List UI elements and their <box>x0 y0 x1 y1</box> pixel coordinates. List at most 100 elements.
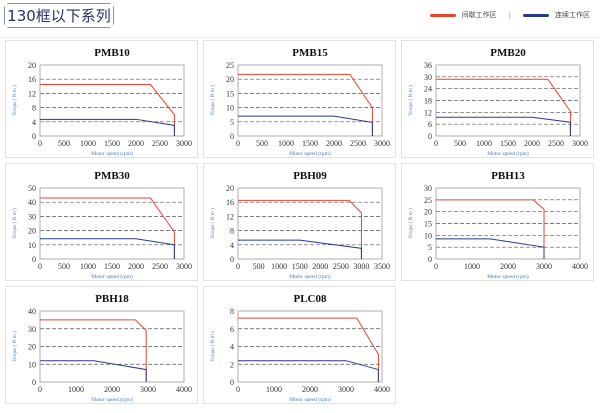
chart-card-plc08: PLC08 0 2 4 6 8 0 1000 2000 3000 4000 Motor speed (… <box>203 286 396 404</box>
y-axis-label: Torque ( N·m ) <box>409 85 414 116</box>
y-tick-label: 4 <box>230 241 234 250</box>
x-tick-label: 3000 <box>374 139 390 148</box>
y-tick-label: 0 <box>230 378 234 387</box>
series-continuous <box>40 360 147 382</box>
y-axis-label: Torque ( N·m ) <box>13 208 18 239</box>
page-title: 130框以下系列 <box>4 3 114 28</box>
y-tick-label: 10 <box>424 231 432 240</box>
y-tick-label: 18 <box>424 97 432 106</box>
series-intermittent <box>436 78 571 136</box>
y-tick-label: 5 <box>428 243 432 252</box>
y-tick-label: 20 <box>226 184 234 193</box>
chart-title: PMB15 <box>292 47 328 59</box>
chart-svg: PMB10 0 4 8 12 16 20 0 500 1000 1500 2000 2500 3000 Mo… <box>13 47 192 157</box>
x-tick-label: 4000 <box>176 385 192 394</box>
y-tick-label: 0 <box>32 132 36 141</box>
plot-frame <box>435 64 581 137</box>
plot-frame <box>435 187 581 260</box>
y-tick-label: 0 <box>428 132 432 141</box>
x-tick-label: 1000 <box>80 139 96 148</box>
x-axis-label: Motor speed (rpm) <box>289 396 331 403</box>
y-tick-label: 16 <box>226 198 234 207</box>
legend-separator: | <box>508 11 511 19</box>
series-intermittent <box>238 73 373 136</box>
x-tick-label: 2500 <box>333 262 349 271</box>
y-tick-label: 40 <box>28 307 36 316</box>
y-tick-label: 30 <box>28 325 36 334</box>
x-tick-label: 1000 <box>80 262 96 271</box>
y-tick-label: 20 <box>424 208 432 217</box>
y-tick-label: 12 <box>28 89 36 98</box>
y-axis-label: Torque ( N·m ) <box>409 208 414 239</box>
chart-card-pbh09: PBH09 0 4 8 12 16 20 0 500 1000 1500 2000 2500 3000 35… <box>203 163 396 281</box>
y-axis-label: Torque ( N·m ) <box>211 85 216 116</box>
chart-card-pmb30: PMB30 0 10 20 30 40 50 0 500 1000 1500 2000 2500 3000… <box>5 163 198 281</box>
series-intermittent <box>40 84 175 136</box>
x-tick-label: 0 <box>236 385 240 394</box>
plot-frame <box>39 64 185 137</box>
y-tick-label: 20 <box>28 61 36 70</box>
x-tick-label: 2000 <box>302 385 318 394</box>
chart-card-pmb15: PMB15 0 5 10 15 20 25 0 500 1000 1500 2000 2500 3000 M… <box>203 40 396 158</box>
legend-label-intermittent: 间歇工作区 <box>461 11 497 19</box>
series-intermittent <box>40 197 175 259</box>
y-axis-label: Torque ( N·m ) <box>211 331 216 362</box>
series-continuous <box>238 239 362 259</box>
header-divider <box>0 37 600 38</box>
y-tick-label: 4 <box>32 118 36 127</box>
chart-title: PMB10 <box>94 47 130 59</box>
y-axis-label: Torque ( N·m ) <box>13 85 18 116</box>
x-tick-label: 3000 <box>536 262 552 271</box>
x-tick-label: 500 <box>256 139 268 148</box>
series-continuous <box>436 238 545 259</box>
x-axis-label: Motor speed (rpm) <box>289 273 331 280</box>
x-axis-label: Motor speed (rpm) <box>91 273 133 280</box>
x-tick-label: 3500 <box>374 262 390 271</box>
x-tick-label: 2000 <box>104 385 120 394</box>
y-tick-label: 8 <box>32 104 36 113</box>
x-tick-label: 2500 <box>152 262 168 271</box>
chart-svg: PBH13 0 5 10 15 20 25 30 0 1000 2000 3000 4000 Motor … <box>409 170 588 280</box>
series-intermittent <box>238 317 379 382</box>
y-tick-label: 2 <box>230 360 234 369</box>
series-continuous <box>436 116 571 136</box>
y-tick-label: 25 <box>226 61 234 70</box>
x-tick-label: 0 <box>38 139 42 148</box>
y-tick-label: 10 <box>28 241 36 250</box>
x-tick-label: 1000 <box>476 139 492 148</box>
x-axis-label: Motor speed (rpm) <box>289 150 331 157</box>
y-tick-label: 24 <box>424 85 432 94</box>
chart-title: PBH18 <box>95 293 129 305</box>
x-tick-label: 1000 <box>271 262 287 271</box>
x-axis-label: Motor speed (rpm) <box>91 396 133 403</box>
chart-svg: PMB15 0 5 10 15 20 25 0 500 1000 1500 2000 2500 3000 M… <box>211 47 390 157</box>
y-tick-label: 25 <box>424 196 432 205</box>
x-axis-label: Motor speed (rpm) <box>91 150 133 157</box>
y-tick-label: 12 <box>424 108 432 117</box>
y-tick-label: 0 <box>32 255 36 264</box>
y-tick-label: 15 <box>424 220 432 229</box>
x-tick-label: 3000 <box>176 139 192 148</box>
x-tick-label: 2500 <box>350 139 366 148</box>
chart-card-pmb10: PMB10 0 4 8 12 16 20 0 500 1000 1500 2000 2500 3000 Mo… <box>5 40 198 158</box>
y-tick-label: 8 <box>230 307 234 316</box>
y-tick-label: 30 <box>424 184 432 193</box>
x-tick-label: 3000 <box>176 262 192 271</box>
x-tick-label: 0 <box>38 262 42 271</box>
x-tick-label: 1000 <box>68 385 84 394</box>
x-tick-label: 1500 <box>104 139 120 148</box>
y-tick-label: 8 <box>230 227 234 236</box>
x-tick-label: 2000 <box>128 262 144 271</box>
y-tick-label: 0 <box>230 132 234 141</box>
y-tick-label: 0 <box>32 378 36 387</box>
x-tick-label: 500 <box>253 262 265 271</box>
series-continuous <box>40 118 175 136</box>
x-tick-label: 0 <box>434 262 438 271</box>
x-tick-label: 500 <box>454 139 466 148</box>
series-intermittent <box>238 199 362 259</box>
x-tick-label: 0 <box>236 262 240 271</box>
y-tick-label: 20 <box>28 227 36 236</box>
x-tick-label: 2000 <box>326 139 342 148</box>
chart-svg: PBH09 0 4 8 12 16 20 0 500 1000 1500 2000 2500 3000 35… <box>211 170 390 280</box>
